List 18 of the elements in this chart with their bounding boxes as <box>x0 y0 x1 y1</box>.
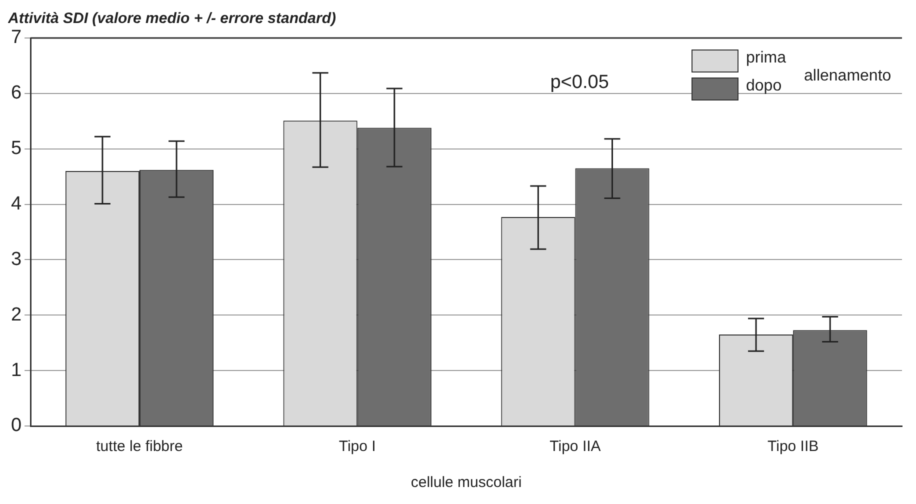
legend-title: allenamento <box>804 67 892 84</box>
y-tick-label: 2 <box>10 304 22 326</box>
y-tick-label: 3 <box>10 248 22 270</box>
y-tick-label: 4 <box>10 194 22 215</box>
legend-label: dopo <box>746 77 782 94</box>
x-tick-label: Tipo I <box>338 438 376 456</box>
x-tick-label: Tipo IIA <box>550 438 601 456</box>
annotation: p<0.05 <box>550 72 609 94</box>
y-tick-label: 7 <box>10 27 22 48</box>
y-tick-label: 0 <box>10 415 22 436</box>
x-tick-label: Tipo IIB <box>768 438 819 456</box>
x-tick-label: tutte le fibbre <box>96 438 183 456</box>
chart-title: Attività SDI (valore medio + /- errore standard) <box>7 10 336 28</box>
x-axis-title: cellule muscolari <box>410 474 522 492</box>
y-tick-label: 6 <box>10 82 22 104</box>
legend-label: prima <box>746 49 786 66</box>
y-tick-label: 1 <box>10 360 22 381</box>
y-tick-label: 5 <box>10 138 22 160</box>
